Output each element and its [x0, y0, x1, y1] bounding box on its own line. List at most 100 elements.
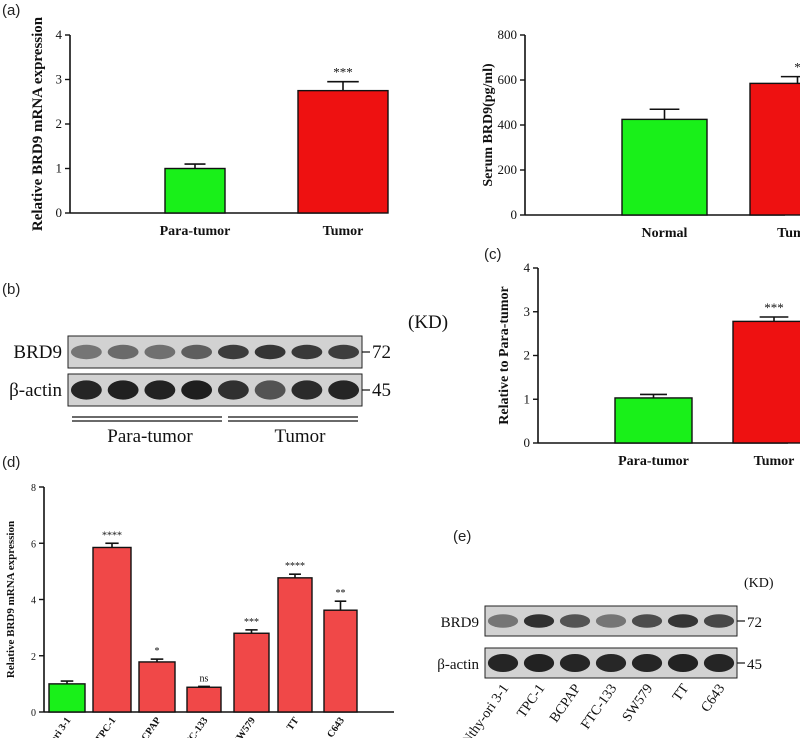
blot-band — [559, 614, 591, 628]
y-tick-label: 3 — [524, 304, 531, 319]
blot-band — [523, 654, 555, 672]
bar-ftc-133 — [186, 686, 222, 713]
blot-row-label: BRD9 — [441, 615, 479, 631]
bar-para-tumor — [614, 397, 693, 444]
blot-band — [631, 614, 663, 628]
lane-label: FTC-133 — [579, 682, 621, 733]
blot-band — [107, 380, 139, 400]
bar-tpc-1 — [92, 546, 132, 713]
lane-label: TPC-1 — [515, 682, 549, 721]
kd-marker-label: 45 — [747, 657, 762, 673]
x-category-label: Para-tumor — [160, 224, 231, 239]
x-category-label: BCPAP — [136, 715, 164, 738]
bar-tumor — [732, 320, 800, 444]
chart-d-cell-lines: 0 2 4 6 8 Relative BRD9 mRNA expression Nthy-o… — [5, 483, 394, 738]
blot-band — [291, 380, 323, 400]
group-label-para-tumor: Para-tumor — [107, 426, 193, 447]
y-tick-label: 0 — [31, 708, 36, 719]
blot-band — [144, 380, 176, 400]
blot-row-label: β-actin — [9, 380, 62, 401]
y-tick-label: 3 — [56, 72, 63, 87]
blot-band — [595, 654, 627, 672]
blot-band — [70, 344, 102, 360]
significance-label: **** — [285, 561, 305, 572]
blot-band — [254, 380, 286, 400]
x-category-label: TPC-1 — [93, 715, 118, 738]
x-category-label: Nthy-ori 3-1 — [34, 715, 73, 738]
x-category-label: Tumor — [754, 454, 795, 465]
kd-unit-label: (KD) — [744, 576, 774, 591]
x-category-label: Tumor — [777, 226, 800, 241]
group-label-tumor: Tumor — [274, 426, 326, 447]
y-tick-label: 8 — [31, 483, 36, 494]
lane-label: C643 — [699, 682, 729, 715]
y-axis-label: Relative BRD9 mRNA expression — [5, 521, 17, 678]
y-tick-label: 800 — [498, 27, 518, 42]
blot-band — [487, 654, 519, 672]
blot-band — [144, 344, 176, 360]
significance-label: *** — [244, 617, 259, 628]
y-tick-label: 6 — [31, 539, 36, 550]
significance-label: * — [794, 60, 800, 75]
western-blot-b: (KD) BRD9 72 β-actin 45 Para-tumor Tumor — [9, 312, 448, 447]
western-blot-e: (KD) BRD9 72 β-actin 45 Nthy-ori 3-1 TPC-1 BCPA… — [437, 576, 774, 738]
blot-band — [217, 380, 249, 400]
x-category-label: FTC-133 — [179, 715, 210, 738]
x-category-label: Tumor — [323, 224, 364, 239]
bar-tumor — [297, 89, 389, 214]
bar-para-tumor — [164, 167, 226, 214]
blot-row-label: BRD9 — [13, 342, 62, 363]
y-tick-label: 200 — [498, 162, 518, 177]
y-tick-label: 0 — [524, 435, 531, 450]
blot-band — [559, 654, 591, 672]
significance-label: *** — [764, 300, 784, 315]
blot-band — [181, 380, 213, 400]
blot-band — [328, 380, 360, 400]
significance-label: ns — [200, 673, 209, 684]
y-tick-label: 600 — [498, 72, 518, 87]
bar-tumor — [749, 82, 800, 216]
blot-band — [595, 614, 627, 628]
x-category-label: TT — [285, 715, 302, 733]
kd-marker-label: 72 — [747, 615, 762, 631]
y-tick-label: 4 — [524, 260, 531, 275]
lane-label: SW579 — [620, 682, 656, 725]
y-tick-label: 0 — [56, 205, 63, 220]
lane-label: BCPAP — [547, 682, 584, 726]
chart-c-relative: 0 1 2 3 4 Relative to Para-tumor Para-tumor ***… — [497, 260, 800, 465]
y-axis-label: Relative to Para-tumor — [497, 286, 512, 424]
y-tick-label: 2 — [56, 116, 63, 131]
x-category-label: C643 — [325, 715, 347, 738]
blot-band — [703, 614, 735, 628]
blot-band — [217, 344, 249, 360]
lane-label: TT — [670, 681, 692, 704]
blot-band — [181, 344, 213, 360]
blot-band — [254, 344, 286, 360]
chart-a-mrna: 0 1 2 3 4 Relative BRD9 mRNA expression Para-t… — [30, 16, 389, 239]
panel-label-a: (a) — [2, 2, 21, 19]
blot-band — [631, 654, 663, 672]
bar-sw579 — [233, 632, 270, 713]
y-tick-label: 1 — [524, 391, 531, 406]
y-tick-label: 400 — [498, 117, 518, 132]
blot-band — [291, 344, 323, 360]
blot-band — [667, 654, 699, 672]
kd-unit-label: (KD) — [408, 312, 448, 333]
significance-label: *** — [333, 65, 353, 80]
y-tick-label: 4 — [56, 27, 63, 42]
blot-band — [667, 614, 699, 628]
panel-label-d: (d) — [2, 454, 21, 471]
y-tick-label: 1 — [56, 161, 63, 176]
y-tick-label: 2 — [524, 348, 531, 363]
x-category-label: Para-tumor — [618, 454, 689, 465]
lane-label: Nthy-ori 3-1 — [460, 682, 513, 738]
bar-nthy-ori-3-1 — [48, 683, 86, 713]
blot-row-label: β-actin — [437, 657, 479, 673]
y-axis-label: Relative BRD9 mRNA expression — [30, 16, 46, 231]
bar-c643 — [323, 609, 358, 713]
panel-label-b: (b) — [2, 281, 21, 298]
blot-band — [328, 344, 360, 360]
bar-tt — [277, 577, 313, 713]
kd-marker-label: 72 — [372, 342, 391, 363]
y-axis-label: Serum BRD9(pg/ml) — [481, 63, 496, 187]
